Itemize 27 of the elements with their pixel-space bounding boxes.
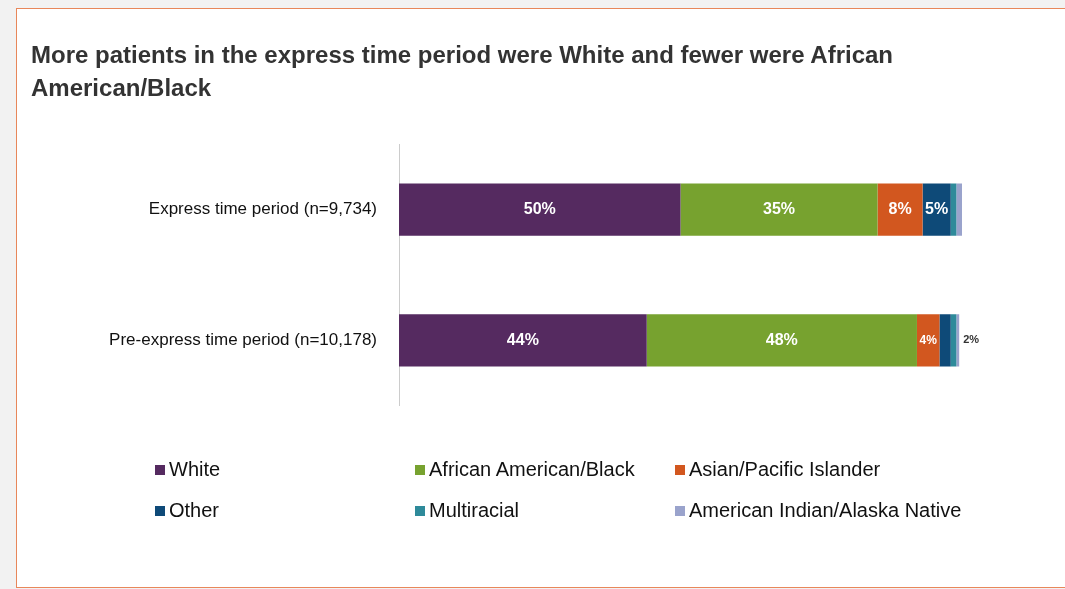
data-label: 2% (963, 333, 980, 346)
legend-label: African American/Black (429, 458, 635, 481)
legend-label: White (169, 458, 221, 481)
data-label: 4% (919, 332, 938, 347)
y-tick-label: Pre-express time period (n=10,178) (109, 330, 377, 350)
bar (950, 314, 957, 367)
chart-title: More patients in the express time period were White and fewer were African American/Black (31, 40, 894, 103)
legend-label: Asian/Pacific Islander (689, 458, 881, 481)
bar (956, 314, 960, 367)
bar (646, 314, 917, 367)
data-label: 50% (523, 200, 556, 218)
bar (399, 183, 681, 236)
data-label: 35% (763, 200, 796, 218)
legend-label: Other (169, 499, 220, 522)
y-tick-label: Express time period (n=9,734) (148, 199, 377, 219)
data-label: 48% (765, 330, 798, 348)
legend-label: American Indian/Alaska Native (689, 499, 962, 522)
data-label: 44% (506, 330, 539, 348)
bar (950, 183, 957, 236)
data-label: 5% (925, 200, 949, 218)
legend-label: Multiracial (429, 499, 520, 522)
data-label: 8% (888, 200, 912, 218)
bar (956, 183, 962, 236)
bar (680, 183, 878, 236)
bar (399, 314, 647, 367)
bar (939, 314, 951, 367)
bar (877, 183, 923, 236)
